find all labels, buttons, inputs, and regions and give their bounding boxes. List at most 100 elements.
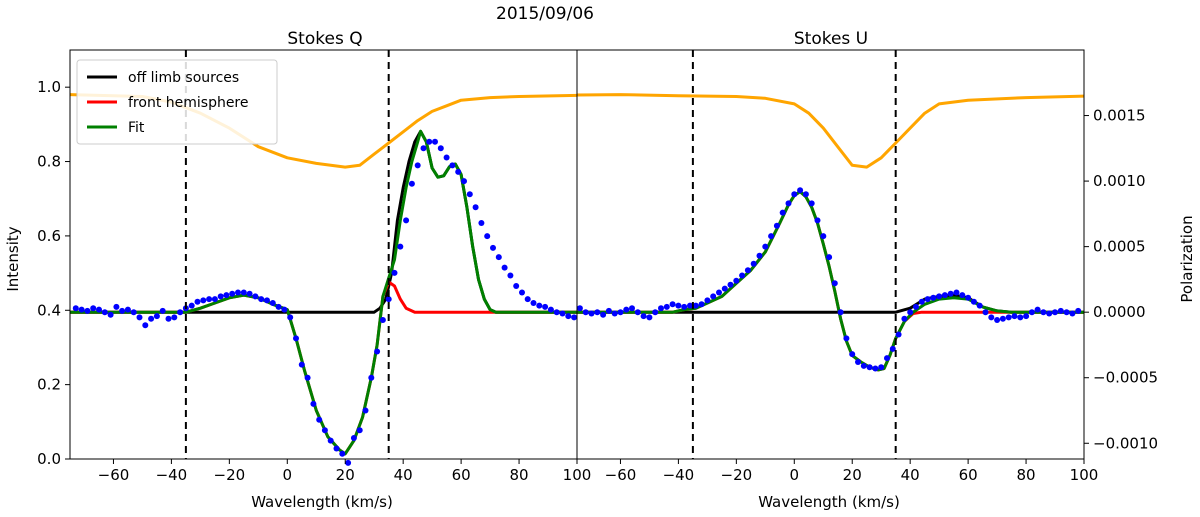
observed-point-u-46 [843,335,850,342]
observed-point-u-7 [617,309,624,316]
observed-point-u-11 [640,313,647,320]
ylabel-left: Intensity [4,226,22,291]
observed-point-u-15 [663,303,670,310]
xtick-label-q-7: 80 [510,466,529,484]
intensity-line-u [576,93,1085,169]
observed-point-q-55 [391,269,398,276]
observed-point-u-69 [976,302,983,309]
ylabel-right: Polarization [1178,215,1196,302]
front-hemisphere-line-u [577,190,1084,372]
observed-point-u-81 [1046,310,1053,317]
observed-point-q-71 [484,233,491,240]
observed-point-q-61 [426,138,433,145]
observed-point-q-58 [408,180,415,187]
observed-point-u-43 [826,254,833,261]
xtick-label-u-4: 20 [843,466,862,484]
observed-point-u-47 [849,351,856,358]
xtick-label-u-5: 40 [901,466,920,484]
observed-point-u-20 [692,302,699,309]
observed-point-q-63 [437,145,444,152]
observed-point-q-59 [414,162,421,169]
observed-point-q-49 [356,427,363,434]
observed-point-q-13 [148,315,155,322]
legend: off limb sources front hemisphere Fit [76,59,278,145]
observed-point-q-66 [455,168,462,175]
observed-point-q-79 [530,300,537,306]
observed-point-q-42 [316,416,323,423]
xtick-label-q-0: −60 [98,466,130,484]
observed-point-u-66 [959,292,966,299]
observed-point-u-67 [965,294,972,301]
observed-point-q-4 [96,306,102,313]
text-layer: 2015/09/06 Stokes Q Stokes U Wavelength … [4,4,1196,511]
observed-point-u-44 [831,280,838,287]
observed-point-q-77 [519,289,525,296]
xtick-label-q-3: 0 [283,466,293,484]
observed-point-u-73 [999,315,1006,322]
observed-point-u-28 [739,272,746,279]
observed-point-q-47 [345,459,352,466]
observed-point-u-70 [982,309,989,316]
observed-point-q-17 [171,314,178,321]
xtick-label-q-5: 40 [394,466,413,484]
observed-point-q-74 [501,264,508,271]
observed-point-q-64 [443,154,450,161]
ytick-right-label-5: 0.0015 [1093,107,1146,125]
observed-point-u-57 [907,309,914,316]
observed-point-u-8 [623,306,630,313]
observed-point-q-56 [397,243,404,250]
observed-point-q-10 [130,309,137,316]
observed-point-u-62 [936,293,943,300]
observed-point-u-76 [1017,314,1024,321]
observed-point-q-52 [374,348,381,355]
xtick-label-u-0: −60 [605,466,637,484]
xtick-label-u-6: 60 [959,466,978,484]
observed-point-u-2 [588,310,595,317]
observed-point-u-86 [1075,307,1082,314]
observed-point-q-3 [90,305,97,312]
observed-point-q-44 [327,437,334,444]
observed-point-q-35 [275,303,282,310]
observed-point-q-48 [350,435,357,441]
observed-point-u-52 [878,364,885,371]
xtick-label-u-8: 100 [1070,466,1099,484]
observed-point-u-49 [860,362,867,369]
observed-point-u-6 [611,310,618,317]
observed-point-u-19 [687,302,693,309]
observed-point-u-48 [855,359,861,365]
observed-point-u-72 [994,317,1001,323]
observed-point-u-83 [1057,307,1064,314]
observed-point-u-25 [721,285,728,292]
observed-point-u-13 [652,309,659,316]
observed-point-u-34 [773,222,780,229]
observed-point-q-83 [553,309,560,316]
observed-point-u-42 [820,233,827,240]
observed-point-u-33 [768,233,775,240]
observed-point-q-32 [258,296,265,303]
ytick-left-label-4: 0.8 [37,153,61,171]
observed-point-q-12 [142,322,149,329]
observed-point-q-67 [461,178,467,185]
legend-label-front-hemisphere: front hemisphere [128,95,249,111]
observed-point-u-3 [594,309,601,316]
observed-point-u-5 [605,307,612,314]
observed-point-u-61 [930,294,937,301]
observed-point-u-36 [785,200,792,207]
observed-point-q-30 [246,290,253,297]
panel-title-q: Stokes Q [287,29,362,49]
observed-point-q-68 [466,191,473,198]
legend-box [76,59,278,145]
ytick-left-label-3: 0.6 [37,227,61,245]
observed-point-q-50 [362,407,369,414]
observed-point-u-0 [576,305,583,312]
observed-point-q-8 [119,307,126,314]
observed-point-u-37 [791,191,798,198]
observed-point-q-39 [298,361,305,368]
observed-point-q-73 [495,254,502,261]
observed-point-q-6 [107,311,114,318]
observed-point-u-80 [1040,309,1047,316]
ytick-right-label-2: 0.0000 [1093,303,1146,321]
observed-point-u-60 [924,296,931,303]
observed-point-u-26 [727,281,734,288]
observed-point-q-57 [403,217,410,224]
